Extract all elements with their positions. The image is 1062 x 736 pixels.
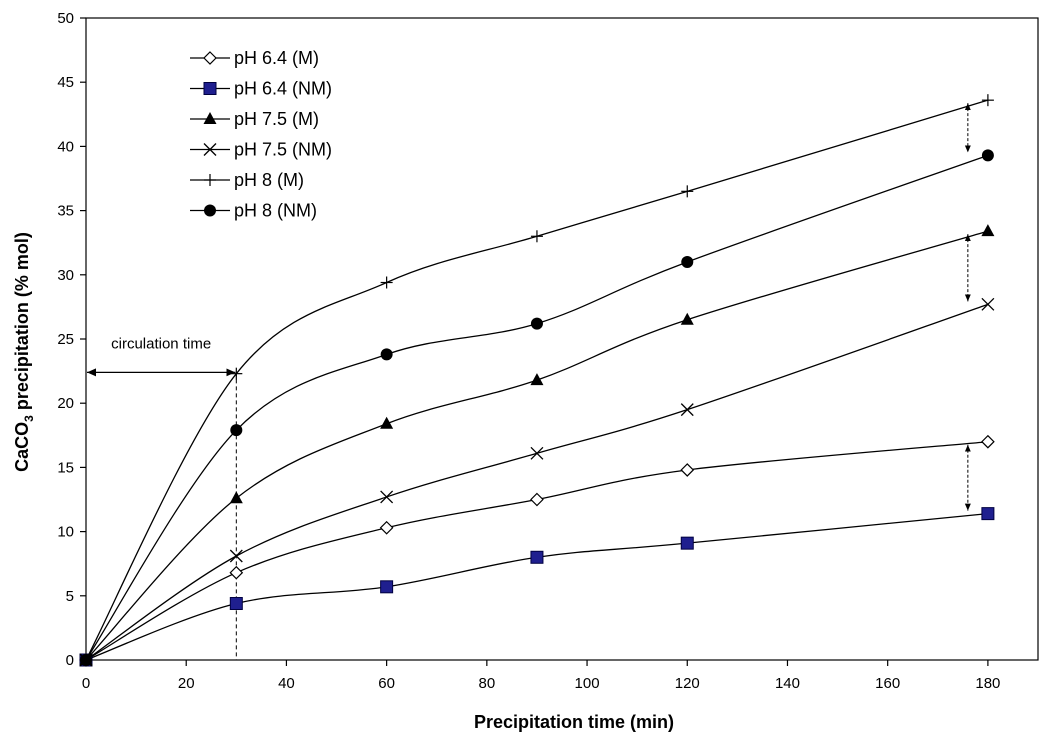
x-tick-label: 120 [675, 675, 700, 692]
legend-marker [203, 143, 217, 156]
data-point [80, 654, 92, 666]
series-line [85, 154, 989, 661]
legend-item-ph-7-5-m: pH 7.5 (M) [190, 109, 319, 129]
legend-marker [203, 82, 217, 95]
legend-marker [203, 112, 217, 124]
data-point [681, 255, 694, 268]
data-point [981, 434, 995, 449]
series-ph-7-5-m [79, 224, 995, 665]
data-point [681, 185, 694, 198]
data-point [530, 317, 543, 330]
y-axis-title-subscript: 3 [22, 415, 36, 422]
x-tick-label: 80 [478, 675, 495, 692]
data-point [680, 312, 694, 325]
y-axis-title: CaCO3 precipitation (% mol) [12, 232, 36, 472]
data-point [981, 224, 995, 237]
series-line [85, 441, 988, 661]
data-point [380, 416, 394, 429]
series-ph-6-4-nm [79, 507, 995, 667]
legend-label: pH 7.5 (M) [234, 109, 319, 129]
legend-item-ph-6-4-m: pH 6.4 (M) [190, 48, 319, 68]
x-tick-label: 20 [178, 675, 195, 692]
circulation-label: circulation time [111, 335, 211, 352]
data-point [230, 424, 243, 437]
legend-item-ph-7-5-nm: pH 7.5 (NM) [190, 140, 332, 160]
y-tick-label: 45 [57, 74, 74, 91]
data-point [530, 446, 544, 460]
data-point [229, 491, 243, 504]
y-axis-title-rest: precipitation (% mol) [12, 232, 32, 415]
annotations: circulation time [87, 103, 971, 660]
y-tick-label: 20 [57, 395, 74, 412]
data-point [229, 565, 244, 580]
legend-label: pH 6.4 (M) [234, 48, 319, 68]
legend-label: pH 8 (NM) [234, 201, 317, 221]
y-tick-label: 30 [57, 267, 74, 284]
x-axis: 0 20 40 60 80 100 120 140 160 180 [82, 660, 1000, 692]
series-line [85, 512, 988, 661]
series-ph-8-nm [80, 149, 994, 666]
data-point [981, 507, 995, 521]
series-ph-7-5-nm [79, 297, 995, 667]
data-point [530, 373, 544, 386]
y-tick-label: 5 [66, 588, 74, 605]
x-tick-label: 0 [82, 675, 90, 692]
y-axis-title-main: CaCO [12, 422, 32, 472]
legend-label: pH 7.5 (NM) [234, 140, 332, 160]
legend: pH 6.4 (M) pH 6.4 (NM) pH 7.5 (M) pH 7.5 (N… [190, 48, 332, 221]
plot-border [85, 17, 1039, 661]
y-tick-label: 15 [57, 459, 74, 476]
legend-item-ph-8-m: pH 8 (M) [190, 170, 304, 190]
data-point [229, 597, 243, 611]
legend-item-ph-8-nm: pH 8 (NM) [190, 201, 317, 221]
data-point [380, 348, 393, 361]
plot-area [85, 17, 1039, 661]
x-tick-label: 40 [278, 675, 295, 692]
data-point [379, 520, 394, 535]
series-line [85, 99, 989, 661]
series-line [85, 230, 989, 661]
legend-item-ph-6-4-nm: pH 6.4 (NM) [190, 79, 332, 99]
data-point [530, 492, 544, 507]
y-axis: 0 5 10 15 20 25 30 35 40 45 50 [57, 10, 86, 669]
y-tick-label: 50 [57, 10, 74, 27]
y-tick-label: 0 [66, 652, 74, 669]
series-ph-8-m [80, 94, 994, 666]
x-tick-label: 140 [775, 675, 800, 692]
data-point [530, 230, 543, 243]
legend-marker [204, 174, 216, 186]
x-tick-label: 100 [575, 675, 600, 692]
data-point [380, 490, 394, 504]
y-tick-label: 10 [57, 524, 74, 541]
x-tick-label: 160 [875, 675, 900, 692]
x-axis-title: Precipitation time (min) [474, 712, 674, 732]
series-layer [79, 94, 995, 667]
series-line [85, 303, 989, 661]
y-tick-label: 40 [57, 138, 74, 155]
data-point [530, 550, 544, 564]
data-point [981, 94, 994, 107]
data-point [230, 367, 243, 380]
data-point [380, 276, 393, 289]
x-tick-label: 60 [378, 675, 395, 692]
legend-label: pH 6.4 (NM) [234, 79, 332, 99]
legend-marker [203, 51, 217, 65]
y-tick-label: 35 [57, 203, 74, 220]
data-point [680, 463, 695, 477]
data-point [229, 549, 243, 563]
legend-marker [204, 204, 216, 217]
data-point [680, 536, 694, 550]
data-point [981, 297, 995, 311]
data-point [380, 580, 394, 594]
data-point [981, 149, 994, 162]
x-tick-label: 180 [975, 675, 1000, 692]
y-tick-label: 25 [57, 331, 74, 348]
data-point [680, 403, 694, 417]
legend-label: pH 8 (M) [234, 170, 304, 190]
